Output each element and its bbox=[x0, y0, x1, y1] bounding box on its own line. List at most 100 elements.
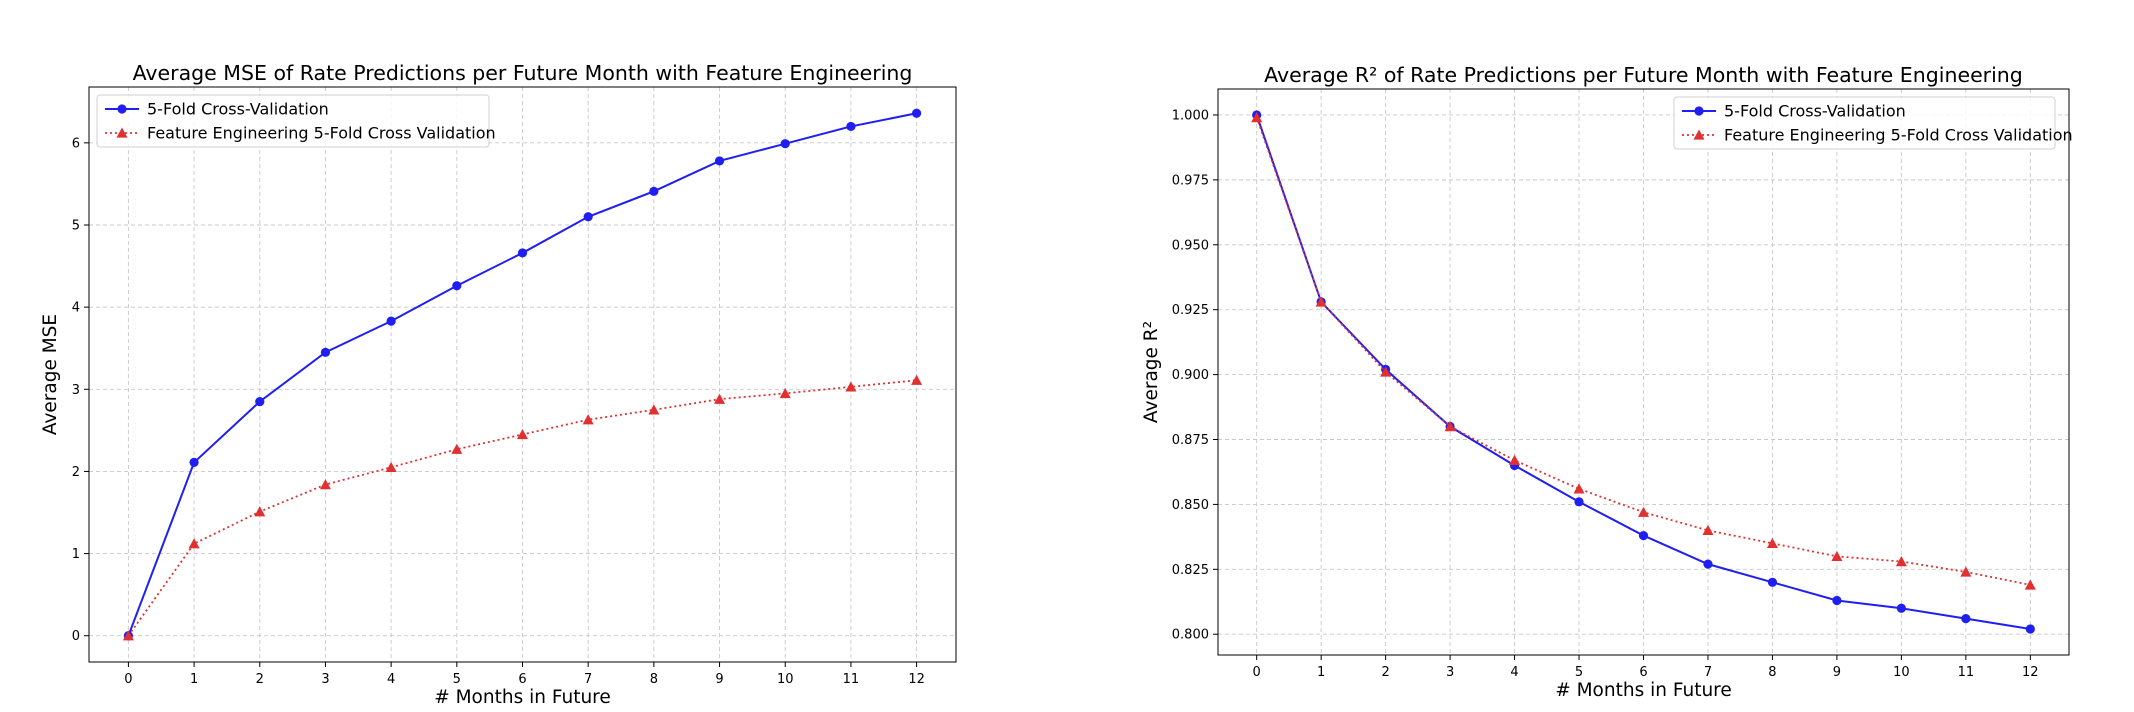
data-point-circle bbox=[714, 156, 725, 166]
data-point-circle bbox=[255, 397, 265, 407]
y-tick-label: 3 bbox=[72, 383, 80, 398]
data-point-circle bbox=[2025, 624, 2035, 634]
x-tick-label: 0 bbox=[124, 672, 132, 687]
x-axis-label: # Months in Future bbox=[434, 687, 611, 708]
data-point-circle bbox=[1896, 603, 1906, 613]
data-point-circle bbox=[846, 121, 856, 132]
y-tick-label: 6 bbox=[72, 136, 80, 151]
legend-marker-triangle bbox=[116, 127, 128, 138]
data-point-circle bbox=[649, 186, 659, 196]
data-point-triangle bbox=[911, 374, 923, 385]
x-tick-label: 10 bbox=[1893, 665, 1910, 680]
y-tick-label: 4 bbox=[72, 301, 80, 316]
y-tick-label: 0.925 bbox=[1172, 303, 1209, 318]
data-point-triangle bbox=[1766, 537, 1778, 549]
data-point-triangle bbox=[1895, 556, 1907, 567]
data-point-triangle bbox=[779, 387, 791, 399]
legend-box bbox=[1673, 96, 2056, 150]
data-point-triangle bbox=[2024, 579, 2036, 590]
data-point-triangle bbox=[1638, 506, 1649, 517]
data-point-triangle bbox=[254, 506, 266, 517]
x-tick-label: 4 bbox=[387, 672, 395, 687]
data-point-triangle bbox=[451, 443, 463, 454]
y-tick-label: 0.975 bbox=[1172, 173, 1209, 188]
chart-title: Average MSE of Rate Predictions per Futu… bbox=[133, 61, 913, 85]
legend: 5-Fold Cross-Validation Feature Engineeri… bbox=[96, 94, 496, 148]
y-tick-label: 5 bbox=[72, 219, 80, 234]
x-tick-label: 8 bbox=[650, 672, 658, 687]
legend-label-2: Feature Engineering 5-Fold Cross Validat… bbox=[147, 124, 496, 143]
x-tick-label: 5 bbox=[453, 672, 461, 687]
data-point-triangle bbox=[648, 404, 660, 415]
legend-label-2: Feature Engineering 5-Fold Cross Validat… bbox=[1724, 126, 2073, 145]
chart-2: 0 1 2 3 4 5 6 7 8 9 10 11 120.8000.8250.8500.8750.90… bbox=[1141, 63, 2073, 701]
legend: 5-Fold Cross-Validation Feature Engineeri… bbox=[1673, 96, 2073, 150]
y-axis-label: Average R² bbox=[1141, 321, 1162, 423]
x-tick-label: 2 bbox=[1381, 665, 1389, 680]
data-point-circle bbox=[911, 108, 922, 118]
x-tick-label: 11 bbox=[1958, 665, 1975, 680]
data-point-triangle bbox=[385, 461, 397, 472]
y-tick-label: 0.800 bbox=[1172, 628, 1209, 643]
data-point-triangle bbox=[1251, 112, 1263, 123]
data-point-circle bbox=[1638, 530, 1649, 541]
data-point-circle bbox=[517, 248, 528, 258]
data-point-circle bbox=[386, 316, 396, 326]
x-tick-label: 3 bbox=[1446, 665, 1454, 680]
y-tick-label: 0.850 bbox=[1172, 498, 1209, 513]
data-point-circle bbox=[1832, 595, 1842, 606]
y-tick-label: 1.000 bbox=[1172, 108, 1209, 123]
data-point-triangle bbox=[319, 479, 331, 490]
x-tick-label: 2 bbox=[256, 672, 264, 687]
data-point-triangle bbox=[188, 538, 200, 549]
data-point-triangle bbox=[122, 630, 134, 641]
x-tick-label: 12 bbox=[2022, 665, 2039, 680]
x-axis-label: # Months in Future bbox=[1555, 680, 1732, 701]
chart-title: Average R² of Rate Predictions per Futur… bbox=[1264, 63, 2023, 87]
x-tick-label: 7 bbox=[1704, 665, 1712, 680]
data-point-triangle bbox=[714, 393, 726, 404]
data-point-triangle bbox=[1831, 550, 1843, 562]
x-tick-label: 1 bbox=[1317, 665, 1325, 680]
data-point-triangle bbox=[1573, 483, 1585, 494]
legend-label-1: 5-Fold Cross-Validation bbox=[147, 100, 329, 119]
y-tick-label: 2 bbox=[72, 465, 80, 480]
y-axis-label: Average MSE bbox=[40, 314, 61, 435]
x-tick-label: 7 bbox=[584, 672, 592, 687]
x-tick-label: 8 bbox=[1768, 665, 1776, 680]
data-point-triangle bbox=[1509, 454, 1521, 465]
x-tick-label: 3 bbox=[321, 672, 329, 687]
data-point-circle bbox=[1767, 577, 1778, 587]
x-tick-label: 9 bbox=[715, 672, 723, 687]
data-point-circle bbox=[1703, 559, 1713, 569]
legend-box bbox=[96, 94, 490, 148]
x-tick-label: 6 bbox=[1639, 665, 1647, 680]
x-tick-label: 6 bbox=[518, 672, 526, 687]
y-tick-label: 0 bbox=[72, 629, 80, 644]
legend-marker-circle bbox=[117, 104, 127, 114]
data-point-triangle bbox=[845, 381, 857, 392]
x-tick-label: 11 bbox=[843, 672, 860, 687]
data-point-triangle bbox=[582, 414, 594, 425]
y-tick-label: 1 bbox=[72, 547, 80, 562]
x-tick-label: 5 bbox=[1575, 665, 1583, 680]
x-tick-label: 9 bbox=[1833, 665, 1841, 680]
x-tick-label: 0 bbox=[1253, 665, 1261, 680]
data-point-triangle bbox=[1960, 566, 1972, 577]
legend-label-1: 5-Fold Cross-Validation bbox=[1724, 102, 1906, 121]
y-tick-label: 0.900 bbox=[1172, 368, 1209, 383]
y-tick-label: 0.950 bbox=[1172, 238, 1209, 253]
data-point-triangle bbox=[1380, 366, 1392, 377]
x-tick-label: 1 bbox=[190, 672, 198, 687]
data-point-circle bbox=[583, 212, 593, 222]
x-tick-label: 4 bbox=[1510, 665, 1518, 680]
data-point-circle bbox=[320, 347, 331, 357]
data-point-triangle bbox=[517, 428, 528, 440]
data-point-circle bbox=[1574, 497, 1584, 507]
y-tick-label: 0.825 bbox=[1172, 563, 1209, 578]
data-point-circle bbox=[452, 281, 462, 291]
data-point-triangle bbox=[1444, 421, 1456, 432]
data-point-circle bbox=[189, 457, 199, 467]
